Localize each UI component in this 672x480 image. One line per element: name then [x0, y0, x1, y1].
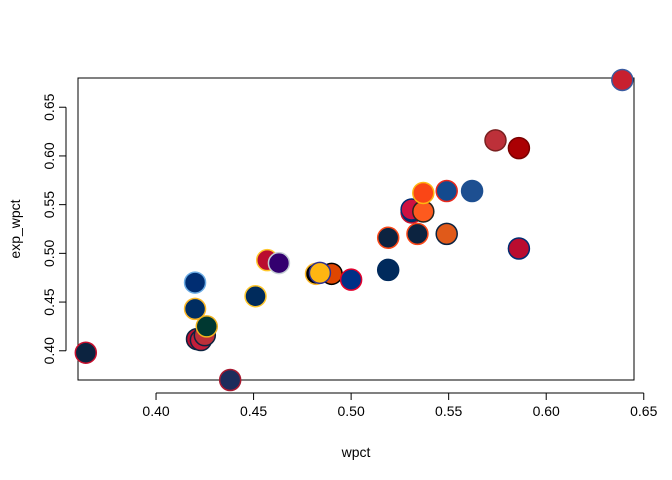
x-tick-label: 0.55 [435, 403, 462, 419]
data-point [406, 222, 429, 246]
data-point [183, 271, 207, 294]
x-tick-label: 0.40 [142, 403, 169, 419]
x-tick-label: 0.50 [337, 403, 364, 419]
data-point [435, 222, 458, 246]
data-point [308, 261, 332, 285]
data-point [412, 181, 435, 205]
data-point [460, 179, 484, 203]
data-point [484, 129, 507, 152]
y-axis: 0.40 0.45 0.50 0.55 0.60 0.65 [41, 93, 67, 364]
data-point [74, 341, 98, 364]
x-tick-label: 0.60 [533, 403, 560, 419]
y-tick-label: 0.55 [41, 191, 57, 218]
data-point [435, 179, 458, 203]
data-point [183, 297, 207, 321]
data-point [611, 68, 634, 92]
data-point [195, 315, 219, 338]
y-tick-label: 0.45 [41, 288, 57, 315]
data-point [376, 226, 400, 250]
data-point [507, 237, 531, 260]
y-tick-label: 0.50 [41, 240, 57, 267]
data-point [339, 268, 363, 291]
data-point [244, 284, 267, 308]
data-point [376, 258, 400, 282]
x-axis-title: wpct [341, 444, 371, 460]
plot-frame [77, 77, 635, 381]
points-layer [74, 68, 634, 392]
data-point [267, 251, 291, 275]
y-tick-label: 0.65 [41, 93, 57, 120]
y-tick-label: 0.40 [41, 337, 57, 364]
data-point [218, 368, 242, 392]
y-axis-title: exp_wpct [7, 199, 23, 258]
x-tick-label: 0.45 [240, 403, 267, 419]
data-point [507, 136, 531, 160]
x-axis: 0.40 0.45 0.50 0.55 0.60 0.65 [142, 392, 658, 419]
x-tick-label: 0.65 [630, 403, 657, 419]
y-tick-label: 0.60 [41, 142, 57, 169]
